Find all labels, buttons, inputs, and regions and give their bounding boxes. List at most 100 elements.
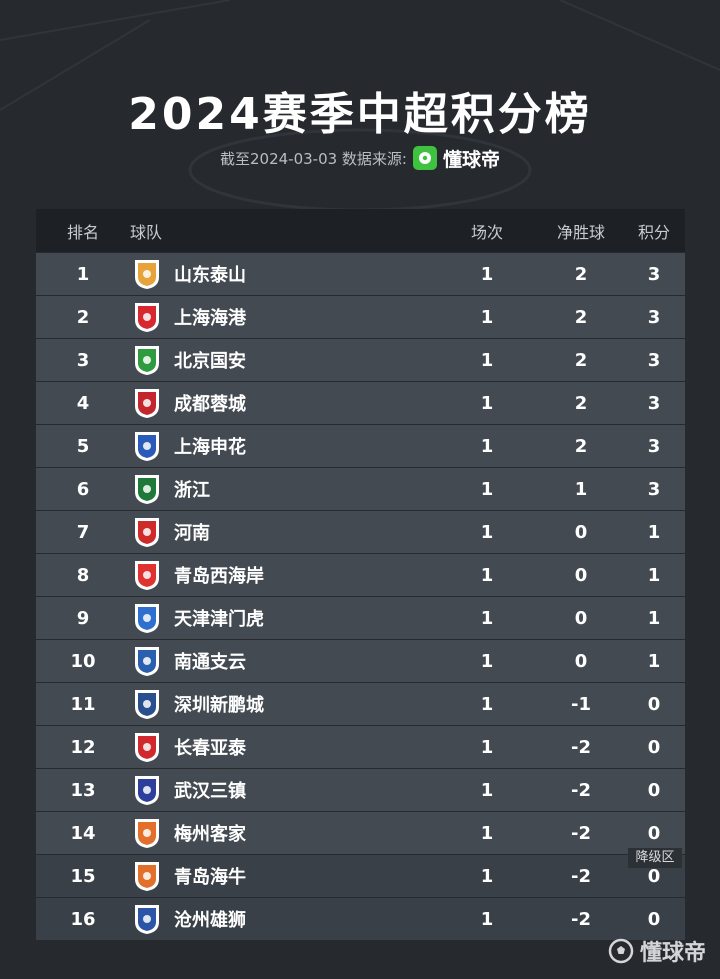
team-name: 浙江 <box>174 480 210 501</box>
table-row[interactable]: 15 青岛海牛 1 -2 0 <box>36 855 685 897</box>
table-row[interactable]: 6 浙江 1 1 3 <box>36 468 685 510</box>
table-row[interactable]: 7 河南 1 0 1 <box>36 511 685 553</box>
team-crest-icon <box>132 687 162 721</box>
subtitle: 截至2024-03-03 数据来源: 懂球帝 <box>0 144 720 172</box>
team-name: 山东泰山 <box>174 265 246 286</box>
points-cell: 1 <box>647 521 661 543</box>
team-name: 北京国安 <box>174 351 246 372</box>
team-crest-icon <box>132 429 162 463</box>
team-name: 天津津门虎 <box>174 609 264 630</box>
goal-diff-cell: 0 <box>574 650 588 672</box>
table-row[interactable]: 12 长春亚泰 1 -2 0 <box>36 726 685 768</box>
watermark-text: 懂球帝 <box>639 941 706 966</box>
played-cell: 1 <box>480 822 494 844</box>
team-cell: 山东泰山 <box>130 257 446 291</box>
goal-diff-cell: -2 <box>571 822 591 844</box>
goal-diff-cell: 2 <box>574 306 588 328</box>
team-cell: 浙江 <box>130 472 446 506</box>
goal-diff-cell: 0 <box>574 564 588 586</box>
source-date-text: 截至2024-03-03 数据来源: <box>219 149 407 168</box>
table-row[interactable]: 8 青岛西海岸 1 0 1 <box>36 554 685 596</box>
goal-diff-cell: 2 <box>574 435 588 457</box>
rank-cell: 7 <box>76 521 90 543</box>
team-name: 武汉三镇 <box>174 781 246 802</box>
table-row[interactable]: 9 天津津门虎 1 0 1 <box>36 597 685 639</box>
goal-diff-cell: 2 <box>574 349 588 371</box>
points-cell: 0 <box>647 779 661 801</box>
team-name: 河南 <box>174 523 210 544</box>
team-name: 南通支云 <box>174 652 246 673</box>
team-cell: 武汉三镇 <box>130 773 446 807</box>
team-name: 成都蓉城 <box>174 394 246 415</box>
rank-cell: 2 <box>76 306 90 328</box>
team-cell: 深圳新鹏城 <box>130 687 446 721</box>
team-crest-icon <box>132 859 162 893</box>
points-cell: 3 <box>647 392 661 414</box>
table-row[interactable]: 3 北京国安 1 2 3 <box>36 339 685 381</box>
team-cell: 河南 <box>130 515 446 549</box>
points-cell: 0 <box>647 736 661 758</box>
team-name: 深圳新鹏城 <box>174 695 264 716</box>
team-cell: 青岛西海岸 <box>130 558 446 592</box>
team-name: 上海海港 <box>174 308 246 329</box>
points-cell: 3 <box>647 263 661 285</box>
points-cell: 3 <box>647 349 661 371</box>
header-goal-diff: 净胜球 <box>556 222 605 242</box>
played-cell: 1 <box>480 435 494 457</box>
table-row[interactable]: 10 南通支云 1 0 1 <box>36 640 685 682</box>
goal-diff-cell: 0 <box>574 521 588 543</box>
points-cell: 1 <box>647 650 661 672</box>
header-rank: 排名 <box>66 222 99 242</box>
standings-table: 排名 球队 场次 净胜球 积分 1 山东泰山 1 2 3 2 <box>36 209 685 940</box>
played-cell: 1 <box>480 908 494 930</box>
table-row[interactable]: 5 上海申花 1 2 3 <box>36 425 685 467</box>
rank-cell: 16 <box>70 908 96 930</box>
table-row[interactable]: 1 山东泰山 1 2 3 <box>36 253 685 295</box>
team-crest-icon <box>132 343 162 377</box>
table-row[interactable]: 13 武汉三镇 1 -2 0 <box>36 769 685 811</box>
table-header: 排名 球队 场次 净胜球 积分 <box>36 209 685 252</box>
rank-cell: 15 <box>70 865 96 887</box>
played-cell: 1 <box>480 349 494 371</box>
table-row[interactable]: 16 沧州雄狮 1 -2 0 <box>36 898 685 940</box>
team-name: 长春亚泰 <box>174 738 246 759</box>
rank-cell: 14 <box>70 822 96 844</box>
team-cell: 长春亚泰 <box>130 730 446 764</box>
played-cell: 1 <box>480 263 494 285</box>
goal-diff-cell: -1 <box>571 693 591 715</box>
rank-cell: 4 <box>76 392 90 414</box>
dongqiudi-logo-icon <box>412 146 437 170</box>
goal-diff-cell: 2 <box>574 392 588 414</box>
team-crest-icon <box>132 730 162 764</box>
goal-diff-cell: 1 <box>574 478 588 500</box>
table-row[interactable]: 2 上海海港 1 2 3 <box>36 296 685 338</box>
team-crest-icon <box>132 773 162 807</box>
goal-diff-cell: -2 <box>571 736 591 758</box>
team-crest-icon <box>132 902 162 936</box>
rank-cell: 13 <box>70 779 96 801</box>
rank-cell: 10 <box>70 650 96 672</box>
team-cell: 梅州客家 <box>130 816 446 850</box>
team-cell: 沧州雄狮 <box>130 902 446 936</box>
header-team: 球队 <box>130 222 163 242</box>
team-crest-icon <box>132 300 162 334</box>
goal-diff-cell: -2 <box>571 865 591 887</box>
team-crest-icon <box>132 601 162 635</box>
team-crest-icon <box>132 515 162 549</box>
watermark: 懂球帝 <box>608 935 706 967</box>
table-row[interactable]: 14 梅州客家 1 -2 0 <box>36 812 685 854</box>
rank-cell: 3 <box>76 349 90 371</box>
table-row[interactable]: 11 深圳新鹏城 1 -1 0 <box>36 683 685 725</box>
points-cell: 0 <box>647 693 661 715</box>
team-cell: 成都蓉城 <box>130 386 446 420</box>
team-cell: 上海海港 <box>130 300 446 334</box>
table-row[interactable]: 4 成都蓉城 1 2 3 <box>36 382 685 424</box>
played-cell: 1 <box>480 521 494 543</box>
played-cell: 1 <box>480 693 494 715</box>
goal-diff-cell: -2 <box>571 908 591 930</box>
team-crest-icon <box>132 558 162 592</box>
points-cell: 1 <box>647 607 661 629</box>
team-name: 梅州客家 <box>174 824 246 845</box>
team-crest-icon <box>132 644 162 678</box>
played-cell: 1 <box>480 564 494 586</box>
